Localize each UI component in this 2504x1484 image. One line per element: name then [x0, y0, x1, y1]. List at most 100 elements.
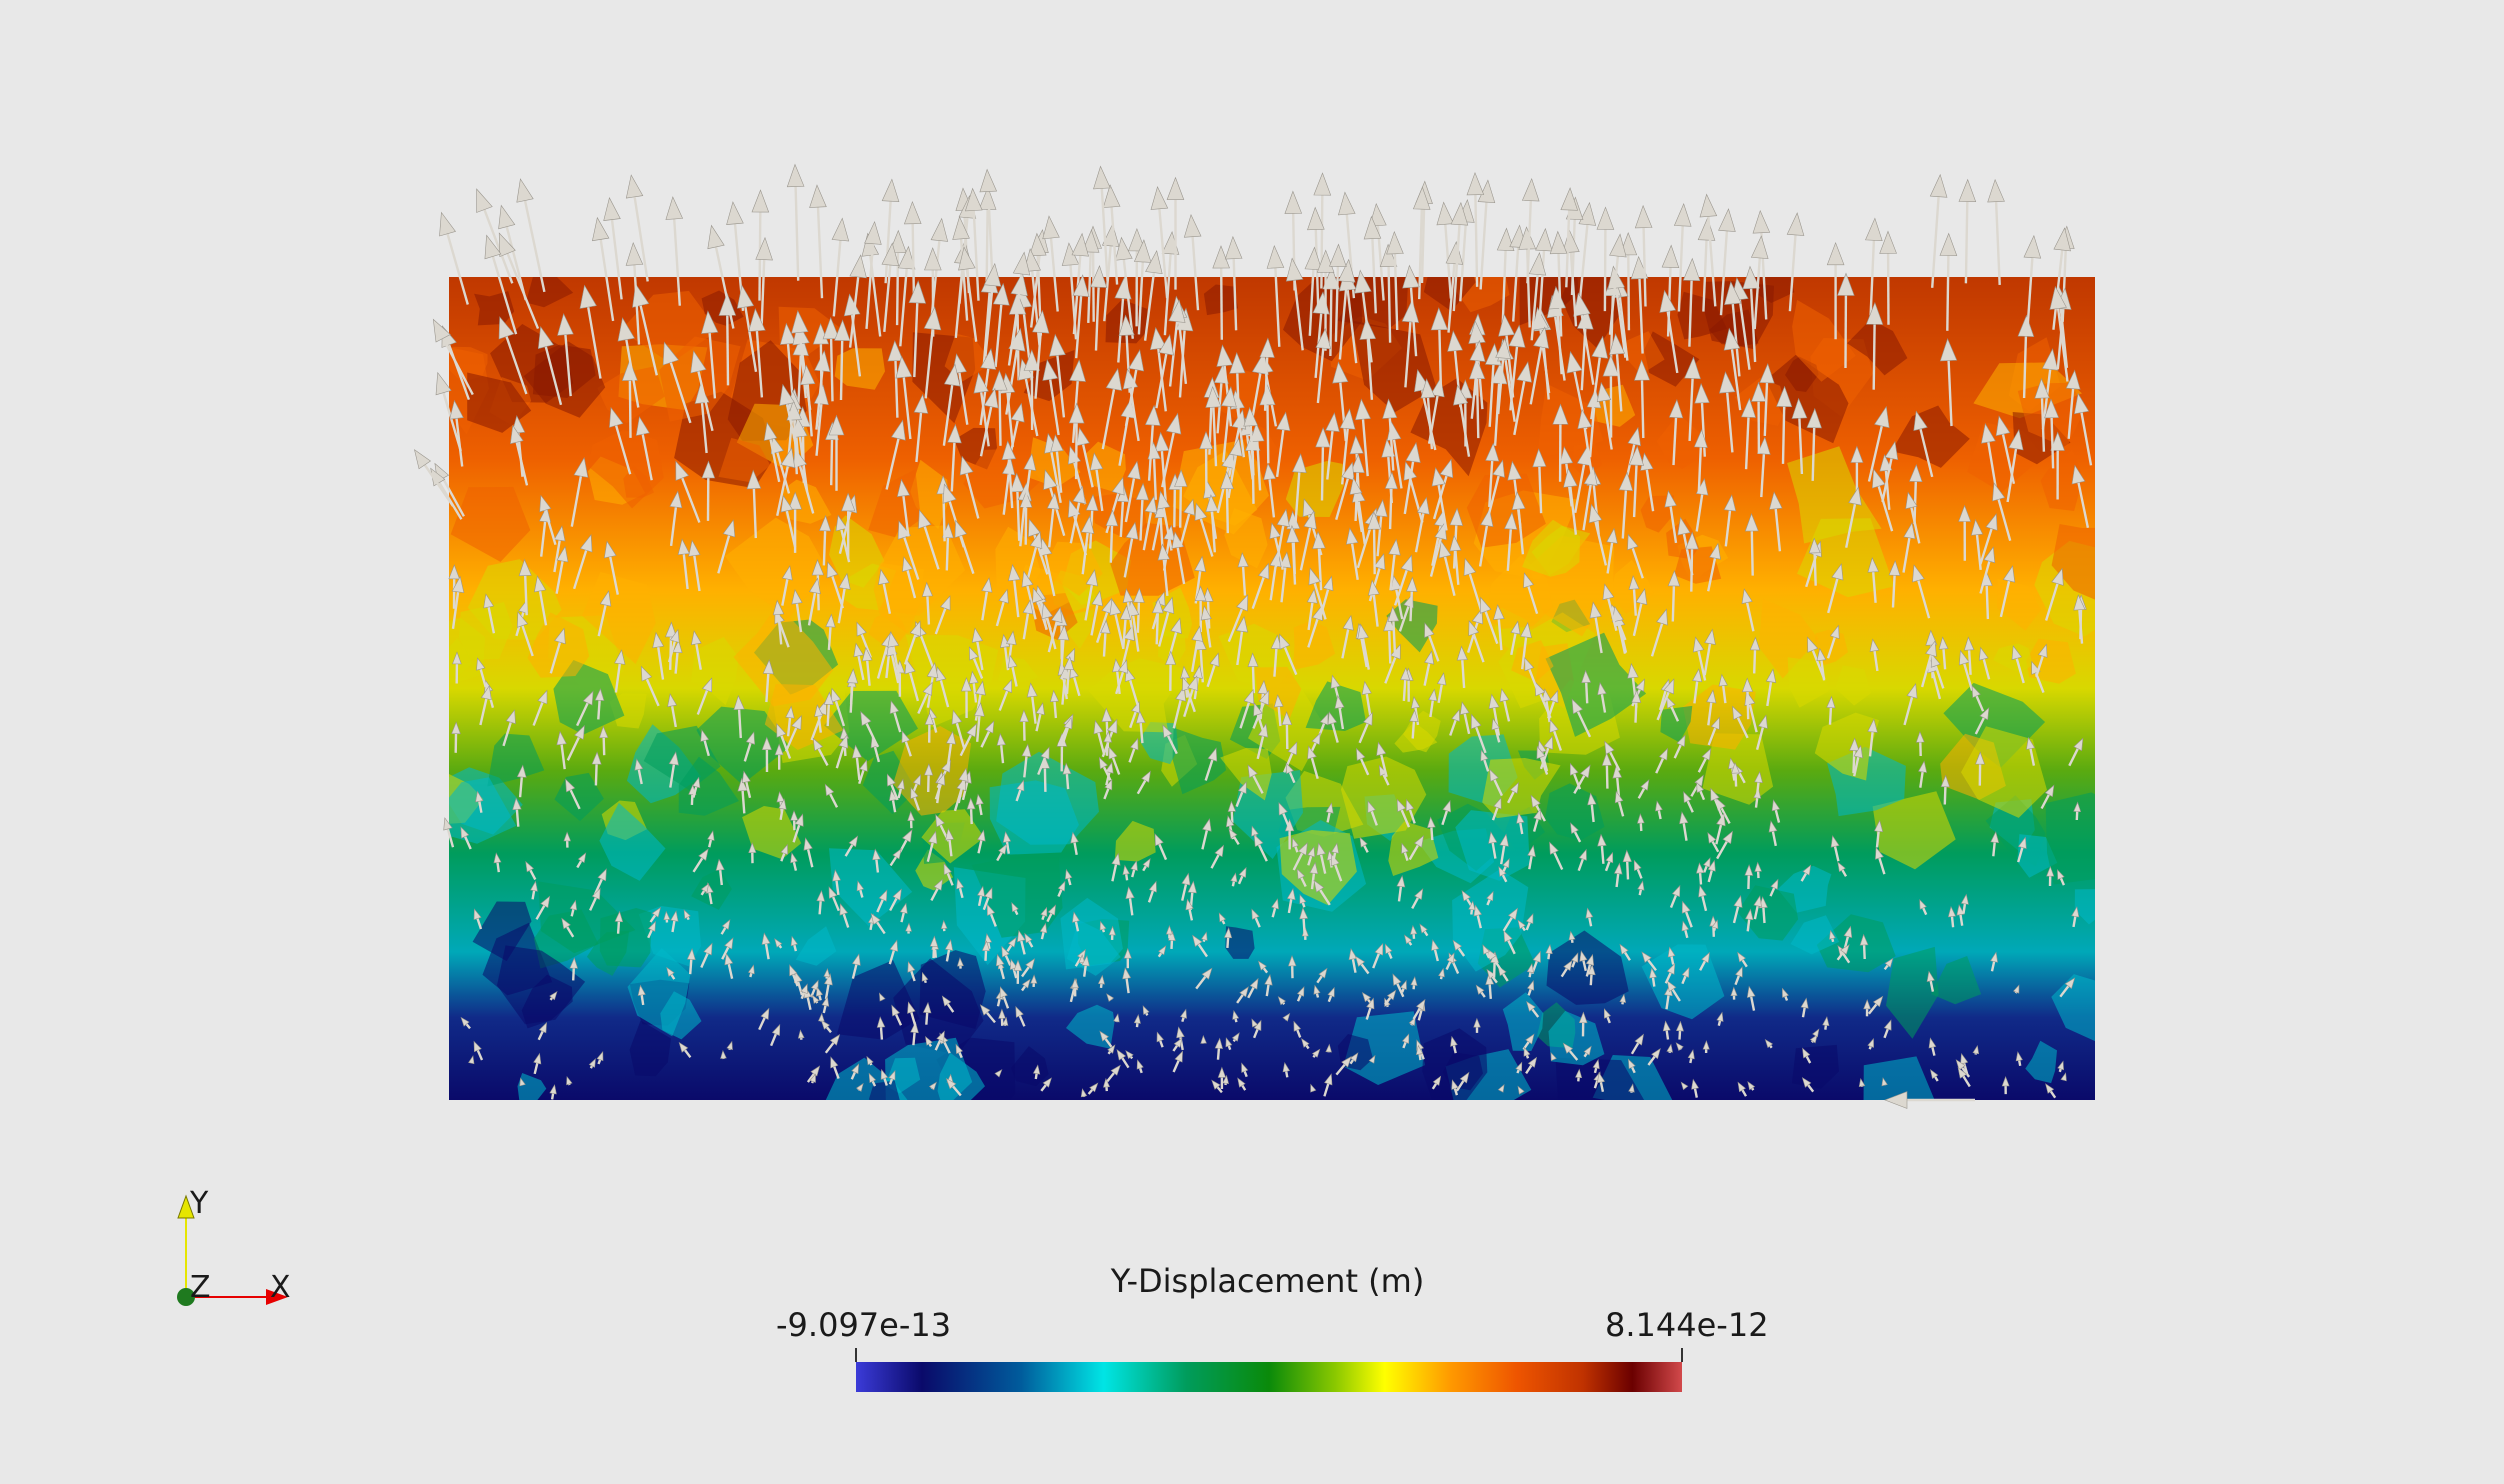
vector-arrow [876, 889, 888, 913]
vector-arrow [814, 704, 824, 733]
vector-arrow [625, 174, 649, 282]
mesh-color-patch [1961, 726, 2047, 818]
vector-arrow [1412, 186, 1431, 300]
vector-arrow [1042, 359, 1060, 436]
vector-arrow [1667, 946, 1676, 965]
vector-arrow [1487, 459, 1505, 515]
vector-arrow [806, 1065, 821, 1083]
vector-arrow [1183, 213, 1202, 311]
vector-arrow [1633, 859, 1643, 879]
vector-arrow [1482, 944, 1491, 959]
vector-arrow [1753, 895, 1762, 920]
vector-arrow [1015, 1005, 1026, 1027]
vector-arrow [1581, 669, 1592, 704]
vector-arrow [1571, 952, 1579, 968]
vector-arrow [1115, 659, 1128, 695]
vector-arrow [1206, 652, 1220, 688]
vector-arrow [762, 659, 774, 703]
vector-arrow [565, 778, 581, 810]
vector-arrow [1247, 652, 1259, 694]
vector-arrow [959, 723, 977, 757]
vector-arrow [956, 957, 964, 969]
mesh-color-patch [534, 909, 599, 969]
vector-arrow [1659, 289, 1679, 374]
vector-arrow [910, 1021, 919, 1046]
vector-arrow [1628, 1058, 1636, 1074]
vector-arrow [1287, 955, 1297, 979]
vector-arrow [1227, 800, 1237, 823]
vector-arrow [746, 469, 762, 539]
mesh-color-patch [1546, 930, 1629, 1005]
vector-arrow [1304, 246, 1323, 336]
colorbar-title: Y-Displacement (m) [1110, 1262, 1425, 1300]
vector-arrow [1560, 187, 1579, 288]
vector-arrow [841, 492, 856, 558]
vector-arrow [640, 665, 660, 707]
vector-arrow [1026, 682, 1038, 724]
vector-arrow [851, 744, 862, 781]
vector-arrow [1597, 681, 1607, 713]
vector-arrow [774, 743, 784, 770]
mesh-color-patch [1183, 450, 1258, 526]
vector-arrow [726, 1040, 733, 1051]
vector-arrow [969, 646, 984, 679]
vector-arrow [1919, 899, 1928, 916]
displacement-vector-glyphs [414, 163, 2093, 1109]
vector-arrow [460, 1016, 471, 1030]
vector-arrow [1230, 872, 1238, 887]
vector-arrow [1637, 779, 1650, 799]
vector-arrow [1573, 292, 1595, 385]
vector-arrow [1194, 502, 1214, 557]
vector-arrow [1746, 985, 1756, 1011]
vector-arrow [791, 309, 809, 399]
vector-arrow [2034, 378, 2050, 452]
mesh-color-patch [725, 517, 828, 619]
vector-arrow [966, 797, 976, 825]
vector-arrow [700, 729, 710, 757]
vector-arrow [1757, 436, 1771, 498]
vector-arrow [1354, 269, 1373, 363]
vector-arrow [957, 767, 969, 804]
vector-arrow [1801, 1077, 1815, 1093]
vector-arrow [1974, 706, 1990, 735]
vector-arrow [848, 254, 867, 348]
vector-arrow [851, 953, 861, 979]
vector-arrow [1008, 563, 1021, 618]
vector-arrow [1103, 730, 1113, 756]
vector-arrow [1808, 537, 1821, 586]
vector-arrow [1552, 403, 1569, 482]
vector-arrow [1527, 844, 1536, 870]
vector-arrow [2074, 392, 2093, 466]
mesh-color-patch [450, 486, 531, 562]
vector-arrow [1235, 781, 1247, 808]
vector-arrow [1308, 567, 1327, 620]
vector-arrow [1201, 818, 1212, 850]
vector-arrow [1076, 426, 1094, 488]
vector-arrow [1112, 658, 1123, 695]
vector-arrow [1597, 1071, 1605, 1093]
vector-arrow [1634, 204, 1653, 307]
vector-arrow [1588, 503, 1608, 566]
vector-arrow [1718, 673, 1728, 704]
vector-arrow [1420, 378, 1436, 450]
vector-arrow [683, 909, 691, 921]
vector-arrow [1046, 492, 1060, 548]
vector-arrow [1011, 901, 1019, 916]
vector-arrow [1285, 762, 1296, 784]
vector-arrow [790, 809, 799, 831]
vector-arrow [1150, 186, 1169, 299]
vector-arrow [1498, 313, 1515, 398]
vector-arrow [1316, 842, 1327, 874]
vector-arrow [1528, 251, 1547, 341]
vector-arrow [1306, 588, 1318, 631]
vector-arrow [1032, 1064, 1041, 1080]
mesh-color-patch [1088, 658, 1187, 733]
vector-arrow [1859, 933, 1869, 960]
vector-arrow [1992, 482, 2012, 542]
vector-arrow [451, 575, 465, 629]
vector-arrow [1649, 967, 1657, 987]
vector-arrow [947, 423, 962, 492]
vector-arrow [971, 627, 984, 671]
